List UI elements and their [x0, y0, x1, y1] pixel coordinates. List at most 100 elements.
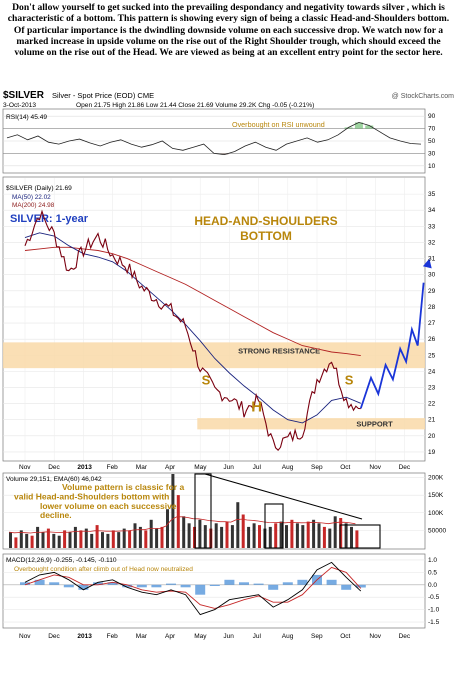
volume-bar — [322, 526, 326, 548]
x-axis-label: Dec — [48, 633, 60, 640]
macd-tick-label: 1.0 — [428, 557, 437, 564]
volume-bar — [247, 526, 251, 548]
x-axis-label: Nov — [369, 633, 381, 640]
period-label: SILVER: 1-year — [10, 213, 89, 225]
volume-bar — [160, 526, 164, 548]
macd-histogram-bar — [326, 579, 337, 585]
macd-histogram-bar — [151, 584, 162, 588]
price-tick-label: 23 — [428, 384, 436, 391]
ohlc-label: Open 21.75 High 21.86 Low 21.44 Close 21… — [76, 102, 314, 109]
volume-bar — [203, 525, 207, 548]
macd-histogram-bar — [166, 583, 176, 585]
volume-bar — [111, 530, 115, 548]
price-panel: SILVER: 1-year $SILVER (Daily) 21.69 MA(… — [2, 176, 436, 462]
volume-bar — [30, 535, 34, 548]
volume-bar — [84, 528, 88, 548]
commentary-text: Don't allow yourself to get sucked into … — [7, 2, 450, 59]
volume-tick-label: 200K — [428, 475, 444, 482]
volume-tick-label: 50000 — [428, 527, 446, 534]
x-axis-label: Feb — [107, 633, 119, 640]
macd-note: Overbought condition after climb out of … — [14, 566, 193, 573]
x-axis-label: Mar — [136, 464, 148, 471]
volume-bar — [355, 530, 359, 548]
rsi-overbought-fill — [344, 127, 353, 129]
volume-note-line: Volume pattern is classic for a — [62, 482, 184, 492]
volume-bar — [220, 526, 224, 548]
x-axis-label: 2013 — [77, 633, 92, 640]
volume-box-left-shoulder — [194, 473, 212, 549]
x-axis-label: Mar — [136, 633, 148, 640]
x-axis-label: Oct — [340, 633, 350, 640]
volume-note-line: valid Head-and-Shoulders bottom with — [14, 491, 169, 501]
volume-bar — [95, 525, 99, 548]
x-axis-label: Dec — [399, 464, 411, 471]
volume-bar — [312, 519, 316, 548]
volume-bar — [79, 530, 83, 548]
volume-bar — [198, 519, 202, 548]
x-axis-label: Apr — [165, 633, 176, 640]
volume-bar — [328, 528, 332, 548]
volume-bar — [252, 523, 256, 548]
volume-bar — [279, 521, 283, 548]
volume-bar — [133, 523, 137, 548]
macd-legend: MACD(12,26,9) -0.255, -0.145, -0.110 — [6, 557, 117, 564]
macd-tick-label: 0.5 — [428, 569, 437, 576]
volume-bar — [187, 523, 191, 548]
volume-bar — [101, 532, 104, 548]
macd-histogram-bar — [282, 582, 293, 585]
symbol-label: $SILVER — [3, 90, 45, 101]
volume-box-right-shoulder — [339, 524, 381, 549]
volume-bar — [68, 532, 72, 548]
volume-bar — [339, 518, 343, 548]
x-axis-label: Nov — [19, 633, 31, 640]
volume-bar — [171, 474, 175, 548]
volume-bar — [138, 526, 142, 548]
volume-bar — [274, 523, 278, 548]
volume-bar — [90, 533, 94, 548]
volume-bar — [230, 525, 234, 548]
price-tick-label: 26 — [428, 336, 436, 343]
macd-histogram-bar — [268, 584, 279, 590]
volume-bar — [52, 533, 56, 548]
x-axis-label: Jul — [253, 633, 262, 640]
x-axis-label: May — [194, 633, 207, 640]
macd-line — [24, 561, 362, 616]
x-axis-label: Sep — [311, 464, 323, 471]
rsi-legend: RSI(14) 45.49 — [6, 114, 47, 121]
volume-panel: Volume 29,151, EMA(60) 46,042 Volume pat… — [2, 472, 446, 550]
macd-signal-line — [24, 566, 362, 609]
volume-box-head — [264, 503, 284, 549]
silver-chart: $SILVER Silver - Spot Price (EOD) CME @ … — [0, 88, 457, 673]
support-band — [197, 418, 425, 430]
volume-bar — [149, 519, 153, 548]
rsi-tick-label: 10 — [428, 163, 436, 170]
volume-bar — [306, 521, 310, 548]
x-axis-label: Jul — [253, 464, 262, 471]
rsi-tick-label: 70 — [428, 126, 436, 133]
x-axis-label: Nov — [369, 464, 381, 471]
x-axis-label: May — [194, 464, 207, 471]
macd-panel: MACD(12,26,9) -0.255, -0.145, -0.110 Ove… — [2, 553, 440, 629]
x-axis-label: Nov — [19, 464, 31, 471]
price-tick-label: 20 — [428, 433, 436, 440]
volume-bar — [57, 535, 61, 548]
pattern-title: HEAD-AND-SHOULDERS — [194, 214, 337, 228]
macd-histogram-bar — [20, 582, 30, 585]
copyright-label: @ StockCharts.com — [392, 93, 455, 100]
volume-bar — [166, 509, 169, 548]
symbol-name: Silver - Spot Price (EOD) CME — [52, 91, 154, 100]
price-tick-label: 21 — [428, 417, 436, 424]
date-label: 3-Oct-2013 — [3, 102, 36, 109]
macd-histogram-bar — [224, 579, 235, 585]
x-axis-label: Jun — [223, 464, 234, 471]
projection-arrow — [359, 282, 425, 409]
x-axis-label: Aug — [282, 464, 294, 471]
x-axis-label: Apr — [165, 464, 176, 471]
volume-bar — [46, 528, 50, 548]
pattern-subtitle: BOTTOM — [240, 229, 292, 243]
price-tick-label: 35 — [428, 191, 436, 198]
macd-histogram-bar — [239, 582, 249, 585]
volume-bar — [9, 532, 12, 548]
rsi-line — [6, 121, 422, 156]
support-label: SUPPORT — [356, 420, 393, 429]
